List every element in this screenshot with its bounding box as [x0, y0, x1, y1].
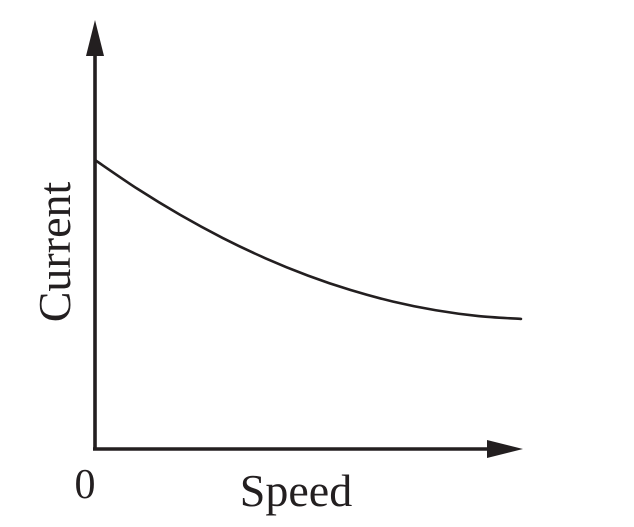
series-line-current-vs-speed [93, 158, 523, 321]
x-axis-arrowhead [487, 440, 523, 458]
x-tick-label-origin: 0 [75, 462, 96, 508]
axes [86, 20, 523, 458]
plot-area [93, 158, 523, 321]
y-axis-title: Current [29, 182, 80, 323]
x-axis-title: Speed [240, 465, 352, 516]
y-axis-arrowhead [86, 20, 104, 56]
